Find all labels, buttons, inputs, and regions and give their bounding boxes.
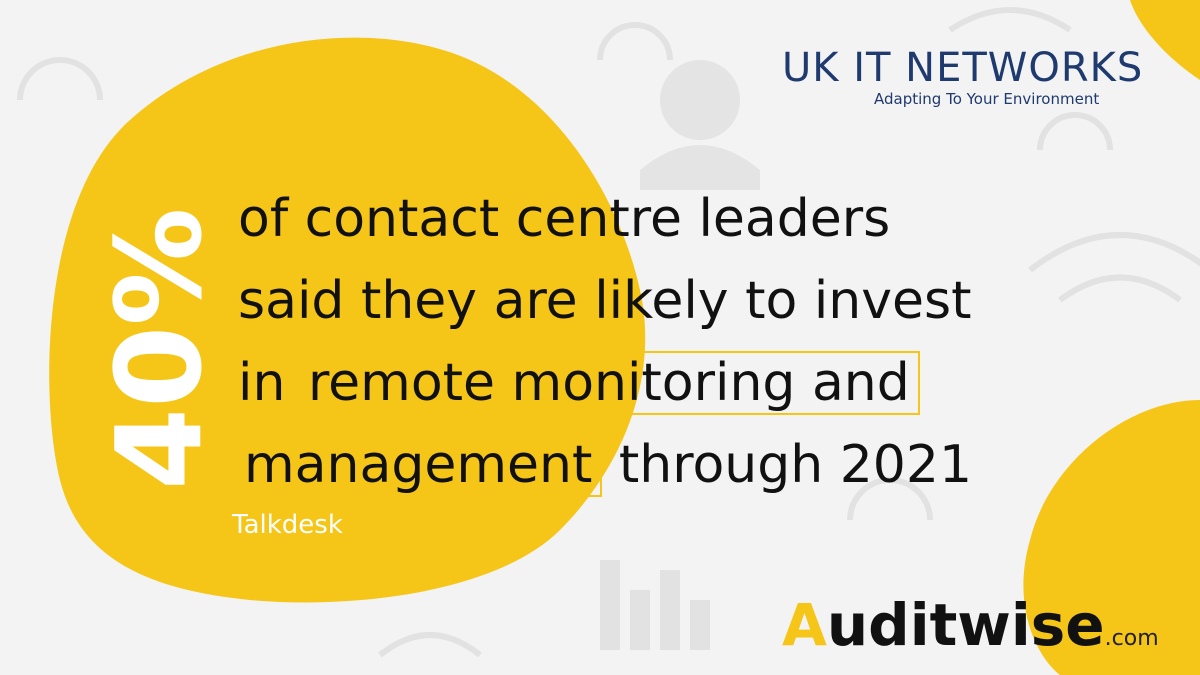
brand-name: UK IT NETWORKS (782, 45, 1144, 91)
headline-line-2: said they are likely to invest (238, 271, 972, 331)
headset-icon (1037, 112, 1113, 151)
uk-it-networks-logo: UK IT NETWORKS Adapting To Your Environm… (782, 44, 1162, 108)
corner-yellow-blob-bottom (1023, 400, 1200, 675)
source-attribution: Talkdesk (232, 510, 343, 540)
wifi-icon (948, 7, 1072, 33)
wifi-icon (378, 632, 482, 658)
headline-line-1: of contact centre leaders (238, 189, 891, 249)
headset-icon (847, 477, 933, 521)
headline-line-4: management through 2021 (234, 424, 973, 506)
auditwise-logo-a: A (782, 591, 827, 659)
auditwise-logo: Auditwise.com (782, 590, 1159, 674)
wifi-icon (1028, 232, 1200, 303)
bar-chart-icon (600, 560, 710, 650)
auditwise-logo-text: uditwise (826, 591, 1105, 659)
highlight-box-remote-monitoring: remote monitoring and (297, 351, 920, 415)
main-yellow-blob (49, 37, 646, 603)
agent-icon (640, 60, 760, 190)
headset-icon (17, 57, 103, 101)
headline-line-4-suffix: through 2021 (618, 435, 973, 495)
headline-line-3: in remote monitoring and (238, 342, 972, 424)
headset-icon (597, 22, 673, 61)
corner-yellow-blob-top (1130, 0, 1200, 80)
auditwise-domain: .com (1104, 626, 1159, 651)
stat-percent: 40% (90, 207, 228, 490)
headline-line-3-prefix: in (238, 353, 286, 413)
highlight-box-management: management (234, 433, 603, 497)
headline: of contact centre leaders said they are … (234, 178, 973, 506)
brand-tagline: Adapting To Your Environment (874, 90, 1100, 108)
